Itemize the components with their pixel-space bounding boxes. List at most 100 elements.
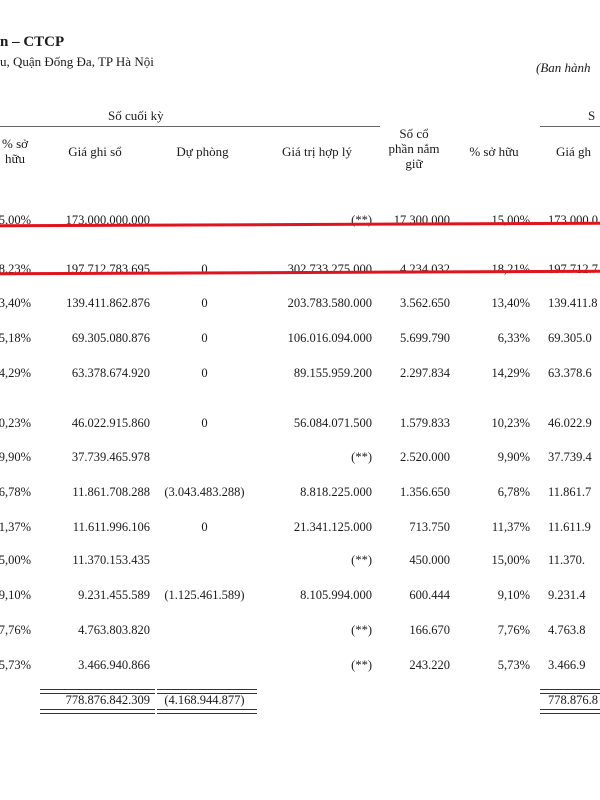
cell-fair-value: 56.084.071.500 xyxy=(293,416,372,430)
cell-shares: 2.297.834 xyxy=(400,366,450,380)
cell-book-value-start: 11.861.7 xyxy=(548,485,592,499)
cell-shares: 5.699.790 xyxy=(400,331,450,345)
cell-pct-prev: 5,00% xyxy=(0,553,31,567)
cell-pct: 10,23% xyxy=(491,416,530,430)
cell-book-value: 46.022.915.860 xyxy=(71,416,150,430)
cell-pct: 6,78% xyxy=(497,485,530,499)
total-rule-top-book xyxy=(40,689,155,694)
cell-pct: 13,40% xyxy=(491,296,530,310)
cell-book-value-start: 37.739.4 xyxy=(548,450,592,464)
cell-book-value: 4.763.803.820 xyxy=(78,623,150,637)
cell-pct: 7,76% xyxy=(497,623,530,637)
cell-shares: 2.520.000 xyxy=(400,450,450,464)
total-rule-bottom-provision xyxy=(157,709,257,714)
cell-fair-value: (**) xyxy=(351,450,372,464)
cell-pct: 9,90% xyxy=(497,450,530,464)
cell-book-value: 139.411.862.876 xyxy=(66,296,150,310)
cell-shares: 450.000 xyxy=(409,553,450,567)
cell-pct-prev: 6,78% xyxy=(0,485,31,499)
end-period-heading: Số cuối kỳ xyxy=(108,108,164,123)
cell-book-value-start: 69.305.0 xyxy=(548,331,592,345)
cell-book-value-start: 9.231.4 xyxy=(548,588,586,602)
cell-book-value-start: 11.611.9 xyxy=(548,520,591,534)
col-header-provision: Dự phòng xyxy=(176,144,229,159)
total-rule-top-start xyxy=(540,689,600,694)
cell-book-value: 69.305.080.876 xyxy=(71,331,150,345)
cell-pct-prev: 5,73% xyxy=(0,658,31,672)
cell-book-value-start: 4.763.8 xyxy=(548,623,586,637)
cell-fair-value: 21.341.125.000 xyxy=(293,520,372,534)
cell-shares: 17.300.000 xyxy=(393,213,450,227)
cell-provision: 0 xyxy=(201,520,208,534)
cell-pct: 6,33% xyxy=(497,331,530,345)
total-rule-top-provision xyxy=(157,689,257,694)
cell-book-value-start: 63.378.6 xyxy=(548,366,592,380)
company-address: u, Quận Đống Đa, TP Hà Nội xyxy=(0,54,154,69)
total-rule-bottom-book xyxy=(40,709,155,714)
cell-pct: 14,29% xyxy=(491,366,530,380)
cell-provision: (1.125.461.589) xyxy=(164,588,245,602)
company-name: n – CTCP xyxy=(0,34,65,50)
cell-book-value-start: 11.370. xyxy=(548,553,586,567)
cell-fair-value: 8.105.994.000 xyxy=(300,588,372,602)
cell-book-value: 37.739.465.978 xyxy=(71,450,150,464)
cell-pct-prev: 7,76% xyxy=(0,623,31,637)
total-book-value: 778.876.842.309 xyxy=(65,693,150,707)
col-header-book-value: Giá ghi sổ xyxy=(68,144,122,159)
total-book-value-start: 778.876.8 xyxy=(548,693,598,707)
cell-fair-value: 203.783.580.000 xyxy=(287,296,372,310)
cell-book-value-start: 46.022.9 xyxy=(548,416,592,430)
start-period-heading: S xyxy=(588,108,596,123)
cell-provision: 0 xyxy=(201,331,208,345)
cell-book-value: 3.466.940.866 xyxy=(78,658,150,672)
cell-pct: 15,00% xyxy=(491,553,530,567)
cell-book-value-start: 139.411.8 xyxy=(548,296,598,310)
cell-fair-value: 89.155.959.200 xyxy=(293,366,372,380)
cell-pct: 5,73% xyxy=(497,658,530,672)
cell-book-value: 11.370.153.435 xyxy=(72,553,150,567)
cell-fair-value: (**) xyxy=(351,553,372,567)
cell-provision: (3.043.483.288) xyxy=(164,485,245,499)
cell-pct-prev: 4,29% xyxy=(0,366,31,380)
col-header-pct-prev: % sở hữu xyxy=(1,136,28,166)
cell-book-value-start: 3.466.9 xyxy=(548,658,586,672)
cell-provision: 0 xyxy=(201,262,208,276)
header-rule-start xyxy=(540,126,600,127)
total-provision: (4.168.944.877) xyxy=(164,693,245,707)
issued-note: (Ban hành xyxy=(536,60,591,75)
cell-shares: 713.750 xyxy=(409,520,450,534)
col-header-pct: % sở hữu xyxy=(469,144,519,159)
cell-shares: 3.562.650 xyxy=(400,296,450,310)
cell-pct-prev: 3,40% xyxy=(0,296,31,310)
cell-shares: 243.220 xyxy=(409,658,450,672)
cell-fair-value: 302.733.275.000 xyxy=(287,262,372,276)
cell-fair-value: (**) xyxy=(351,623,372,637)
cell-pct: 9,10% xyxy=(497,588,530,602)
col-header-book-value-start: Giá gh xyxy=(556,144,592,159)
cell-pct-prev: 5,18% xyxy=(0,331,31,345)
cell-provision: 0 xyxy=(201,366,208,380)
cell-shares: 1.579.833 xyxy=(400,416,450,430)
col-header-shares: Số cổ phần nắm giữ xyxy=(388,126,440,171)
cell-shares: 600.444 xyxy=(409,588,450,602)
cell-provision: 0 xyxy=(201,416,208,430)
header-rule-end xyxy=(0,126,380,127)
cell-book-value: 11.861.708.288 xyxy=(72,485,150,499)
cell-book-value: 9.231.455.589 xyxy=(78,588,150,602)
cell-book-value-start: 173.000.0 xyxy=(548,213,598,227)
cell-fair-value: (**) xyxy=(351,658,372,672)
cell-pct: 11,37% xyxy=(491,520,530,534)
cell-book-value: 11.611.996.106 xyxy=(72,520,150,534)
cell-pct-prev: 0,23% xyxy=(0,416,31,430)
cell-fair-value: 8.818.225.000 xyxy=(300,485,372,499)
cell-shares: 166.670 xyxy=(409,623,450,637)
total-rule-bottom-start xyxy=(540,709,600,714)
cell-pct-prev: 9,90% xyxy=(0,450,31,464)
cell-fair-value: 106.016.094.000 xyxy=(287,331,372,345)
cell-shares: 1.356.650 xyxy=(400,485,450,499)
cell-book-value: 63.378.674.920 xyxy=(71,366,150,380)
col-header-fair-value: Giá trị hợp lý xyxy=(281,144,353,159)
cell-pct: 15,00% xyxy=(491,213,530,227)
cell-pct-prev: 9,10% xyxy=(0,588,31,602)
cell-provision: 0 xyxy=(201,296,208,310)
